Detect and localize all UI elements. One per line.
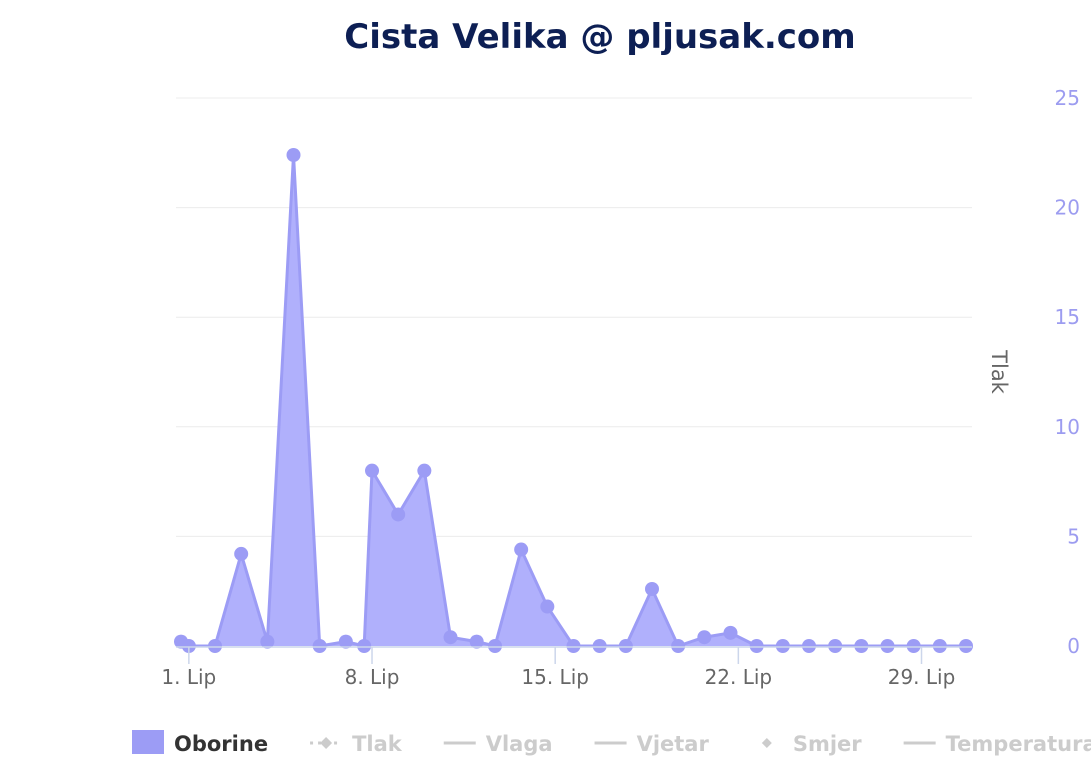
legend-label: Temperatura (946, 732, 1091, 756)
data-point (959, 639, 973, 653)
data-point (338, 634, 353, 649)
data-point (181, 639, 196, 653)
data-point (592, 639, 607, 653)
data-point (906, 639, 921, 653)
data-points (174, 147, 973, 653)
data-point (357, 639, 372, 653)
data-point (697, 630, 712, 645)
data-point (880, 639, 895, 653)
legend-item-smjer: Smjer (761, 732, 862, 756)
data-point (286, 147, 301, 162)
data-point (645, 582, 659, 597)
data-point (208, 639, 223, 653)
legend-symbol (132, 730, 164, 754)
x-tick-label: 22. Lip (705, 665, 773, 689)
data-point (775, 639, 790, 653)
data-point (828, 639, 843, 653)
y-tick-label: 20 (1055, 196, 1080, 220)
y-tick-label: 15 (1055, 305, 1080, 329)
legend-label: Vjetar (637, 732, 710, 756)
data-point (391, 507, 406, 522)
data-point (443, 630, 458, 645)
data-point (260, 634, 275, 649)
legend-label: Smjer (793, 732, 862, 756)
y-tick-label: 0 (1067, 634, 1080, 658)
x-tick-label: 1. Lip (161, 665, 216, 689)
legend-item-vlaga: Vlaga (443, 732, 553, 756)
x-axis: 1. Lip 8. Lip 15. Lip 22. Lip 29. Lip (161, 646, 972, 689)
legend-marker (320, 737, 333, 749)
data-point (932, 639, 947, 653)
x-tick-label: 15. Lip (521, 665, 589, 689)
legend-label: Oborine (174, 732, 268, 756)
data-point (234, 546, 249, 561)
y-axis: 0 5 10 15 20 25 (1055, 86, 1080, 658)
data-point (540, 599, 555, 614)
legend-label: Tlak (352, 732, 403, 756)
chart-title: Cista Velika @ pljusak.com (344, 17, 855, 57)
data-point (566, 639, 581, 653)
data-point (802, 639, 816, 653)
legend-item-temperatura: Temperatura (903, 732, 1091, 756)
data-point (749, 639, 764, 653)
data-point (417, 463, 432, 478)
data-point (365, 463, 380, 478)
y-tick-label: 5 (1067, 524, 1080, 548)
legend-item-vjetar: Vjetar (594, 732, 710, 756)
data-point (671, 639, 686, 653)
data-point (312, 639, 327, 653)
data-point (854, 639, 869, 653)
data-point (618, 639, 633, 653)
legend-item-tlak: Tlak (310, 732, 403, 756)
legend-symbol (761, 738, 772, 748)
y-tick-label: 10 (1055, 415, 1080, 439)
legend-label: Vlaga (486, 732, 553, 756)
y-axis-title: Tlak (987, 349, 1011, 395)
series-area-oborine (181, 154, 966, 646)
x-tick-label: 29. Lip (888, 665, 956, 689)
data-point (469, 634, 484, 649)
legend-item-oborine: Oborine (132, 730, 268, 756)
data-point (723, 625, 738, 640)
plot-area (180, 153, 966, 648)
data-point (488, 639, 502, 653)
y-tick-label: 25 (1055, 86, 1080, 110)
data-point (514, 542, 529, 557)
legend: Oborine Tlak Vlaga Vjetar Smjer Temperatura (132, 730, 1091, 756)
x-tick-label: 8. Lip (345, 665, 400, 689)
